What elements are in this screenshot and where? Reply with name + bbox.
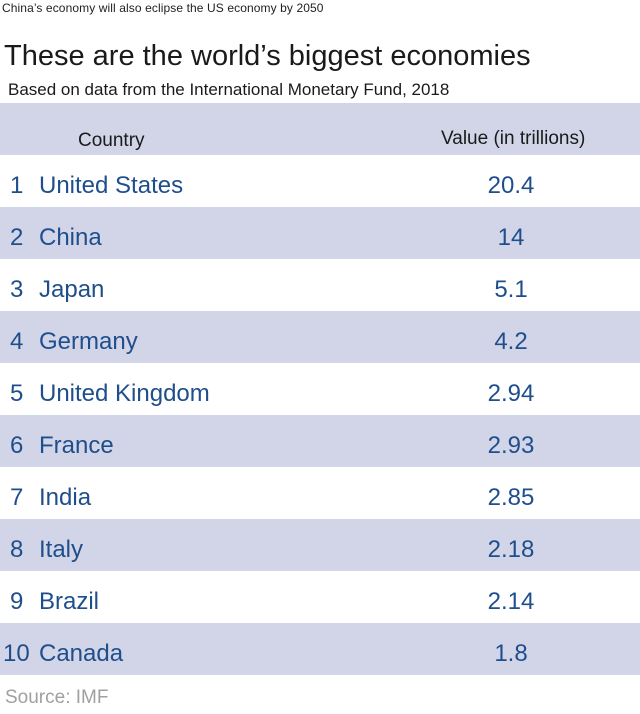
source-note: Source: IMF: [5, 687, 109, 708]
table-row: 5 United Kingdom 2.94: [0, 363, 640, 415]
country-cell: India: [39, 484, 92, 511]
country-cell: China: [39, 224, 102, 251]
rank-cell: 4: [10, 328, 24, 355]
value-cell: 2.18: [487, 536, 535, 563]
rank-cell: 7: [10, 484, 24, 511]
country-cell: France: [39, 432, 114, 459]
country-cell: Germany: [39, 328, 138, 355]
table-row: 4 Germany 4.2: [0, 311, 640, 363]
rank-cell: 8: [10, 536, 24, 563]
rank-cell: 9: [10, 588, 24, 615]
table-row: 6 France 2.93: [0, 415, 640, 467]
country-cell: United Kingdom: [39, 380, 210, 407]
rank-cell: 6: [10, 432, 24, 459]
column-header-country: Country: [78, 130, 145, 151]
value-cell: 2.14: [487, 588, 535, 615]
rank-cell: 10: [3, 640, 30, 667]
table-row: 3 Japan 5.1: [0, 259, 640, 311]
table-row: 10 Canada 1.8: [0, 623, 640, 675]
value-cell: 4.2: [494, 328, 528, 355]
rank-cell: 3: [10, 276, 24, 303]
economies-table: Country Value (in trillions) 1 United Sta…: [0, 103, 640, 675]
table-header: Country Value (in trillions): [0, 103, 640, 155]
value-cell: 20.4: [487, 172, 535, 199]
kicker-text: China’s economy will also eclipse the US…: [2, 1, 324, 15]
value-cell: 2.94: [487, 380, 535, 407]
chart-title: These are the world’s biggest economies: [4, 40, 531, 72]
chart-subtitle: Based on data from the International Mon…: [8, 80, 450, 99]
value-cell: 2.93: [487, 432, 535, 459]
value-cell: 2.85: [487, 484, 535, 511]
table-row: 2 China 14: [0, 207, 640, 259]
country-cell: Canada: [39, 640, 124, 667]
value-cell: 1.8: [494, 640, 528, 667]
country-cell: United States: [39, 172, 184, 199]
table-row: 9 Brazil 2.14: [0, 571, 640, 623]
country-cell: Japan: [39, 276, 105, 303]
table-body: 1 United States 20.4 2 China 14 3 Japan 5.1 4 Germ…: [0, 155, 640, 675]
value-cell: 14: [497, 224, 525, 251]
table-row: 7 India 2.85: [0, 467, 640, 519]
country-cell: Brazil: [39, 588, 100, 615]
rank-cell: 2: [10, 224, 24, 251]
rank-cell: 1: [10, 172, 24, 199]
value-cell: 5.1: [494, 276, 528, 303]
table-row: 8 Italy 2.18: [0, 519, 640, 571]
column-header-value: Value (in trillions): [441, 128, 586, 149]
rank-cell: 5: [10, 380, 24, 407]
table-row: 1 United States 20.4: [0, 155, 640, 207]
country-cell: Italy: [39, 536, 84, 563]
